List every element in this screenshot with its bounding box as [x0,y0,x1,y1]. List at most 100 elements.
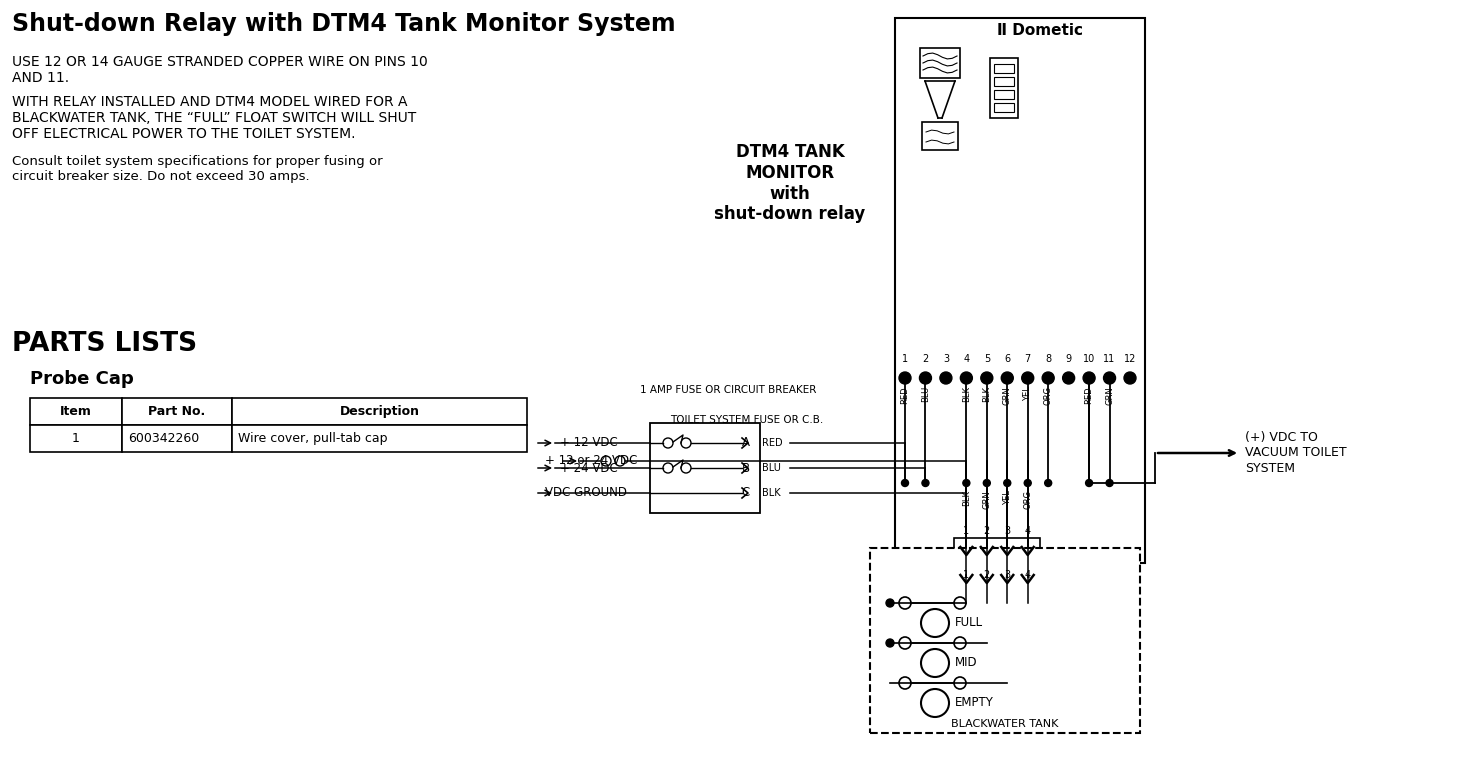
Text: 9: 9 [1066,354,1072,364]
Circle shape [1004,479,1010,487]
Text: (+) VDC TO
VACUUM TOILET
SYSTEM: (+) VDC TO VACUUM TOILET SYSTEM [1245,432,1346,475]
Circle shape [1025,479,1031,487]
Text: BLK: BLK [962,386,971,402]
Bar [31,398,123,425]
Circle shape [680,463,691,473]
Bar [952,572,1042,605]
Bar [994,77,1015,86]
Circle shape [921,649,949,677]
Bar [31,425,123,452]
Text: ORG: ORG [1044,386,1053,405]
Text: 10: 10 [1083,354,1095,364]
Circle shape [953,677,967,689]
Text: Part No.: Part No. [149,405,206,418]
Circle shape [1002,372,1013,384]
Text: 1: 1 [902,354,908,364]
Circle shape [899,637,911,649]
Circle shape [680,438,691,448]
Circle shape [899,372,911,384]
Circle shape [663,463,673,473]
Text: A: A [742,436,750,449]
Text: YEL: YEL [1003,490,1012,505]
Text: 3: 3 [1004,570,1010,580]
Text: GRN: GRN [1003,386,1012,404]
Text: PARTS LISTS: PARTS LISTS [12,331,197,357]
Bar [923,122,958,150]
Text: BLK: BLK [962,490,971,506]
Circle shape [921,609,949,637]
Circle shape [1086,479,1092,487]
Bar [232,398,527,425]
Text: 3: 3 [943,354,949,364]
Text: VDC GROUND: VDC GROUND [545,487,626,500]
Text: USE 12 OR 14 GAUGE STRANDED COPPER WIRE ON PINS 10
AND 11.: USE 12 OR 14 GAUGE STRANDED COPPER WIRE … [12,55,428,85]
Bar [123,425,232,452]
Text: 5: 5 [984,354,990,364]
Circle shape [1042,372,1054,384]
Text: Item: Item [60,405,92,418]
Text: 8: 8 [1045,354,1051,364]
Text: 3: 3 [1004,526,1010,536]
Text: BLU: BLU [762,463,781,473]
Circle shape [1045,479,1051,487]
Circle shape [981,372,993,384]
Text: RED: RED [762,438,783,448]
Text: YEL: YEL [1023,386,1032,401]
Text: B: B [742,462,750,475]
Text: Consult toilet system specifications for proper fusing or
circuit breaker size. : Consult toilet system specifications for… [12,155,383,183]
Bar [955,538,1040,577]
Bar [994,103,1015,112]
Circle shape [921,689,949,717]
Text: Probe Cap: Probe Cap [31,370,134,388]
Circle shape [886,639,894,647]
Text: 1 AMP FUSE OR CIRCUIT BREAKER: 1 AMP FUSE OR CIRCUIT BREAKER [639,385,816,395]
Circle shape [901,479,908,487]
Text: + 12 VDC: + 12 VDC [561,436,618,449]
Text: BLU: BLU [921,386,930,402]
Text: Ⅱ Dometic: Ⅱ Dometic [997,23,1083,38]
Bar [870,548,1140,733]
Text: 2: 2 [984,570,990,580]
Text: FULL: FULL [955,617,983,629]
Text: TOILET SYSTEM FUSE OR C.B.: TOILET SYSTEM FUSE OR C.B. [670,415,823,425]
Circle shape [1083,372,1095,384]
Text: 4: 4 [964,354,969,364]
Text: WITH RELAY INSTALLED AND DTM4 MODEL WIRED FOR A
BLACKWATER TANK, THE “FULL” FLOA: WITH RELAY INSTALLED AND DTM4 MODEL WIRE… [12,95,416,141]
Text: 1: 1 [964,526,969,536]
Text: DTM4 TANK
MONITOR
with
shut-down relay: DTM4 TANK MONITOR with shut-down relay [714,143,866,224]
Text: MID: MID [955,656,978,669]
Circle shape [886,599,894,607]
Bar [650,423,761,513]
Circle shape [1104,372,1115,384]
Circle shape [940,372,952,384]
Text: 11: 11 [1104,354,1115,364]
Text: + 12 or 24 VDC: + 12 or 24 VDC [545,455,638,468]
Bar [895,18,1145,563]
Text: 1: 1 [72,432,80,445]
Text: 6: 6 [1004,354,1010,364]
Text: GRN: GRN [983,490,991,509]
Bar [994,64,1015,73]
Text: Description: Description [340,405,419,418]
Text: 7: 7 [1025,354,1031,364]
Circle shape [1022,372,1034,384]
Circle shape [1063,372,1075,384]
Text: RED: RED [901,386,910,404]
Text: 1: 1 [964,570,969,580]
Text: Shut-down Relay with DTM4 Tank Monitor System: Shut-down Relay with DTM4 Tank Monitor S… [12,12,676,36]
Circle shape [1107,479,1113,487]
Bar [920,48,961,78]
Text: RED: RED [1085,386,1094,404]
Bar [232,425,527,452]
Circle shape [1124,372,1136,384]
Text: BLK: BLK [983,386,991,402]
Bar [990,58,1018,118]
Circle shape [899,597,911,609]
Circle shape [899,677,911,689]
Text: BLK: BLK [762,488,781,498]
Text: + 24 VDC: + 24 VDC [561,462,618,475]
Text: Wire cover, pull-tab cap: Wire cover, pull-tab cap [238,432,387,445]
Text: C: C [742,487,750,500]
Bar [955,582,1040,603]
Bar [123,398,232,425]
